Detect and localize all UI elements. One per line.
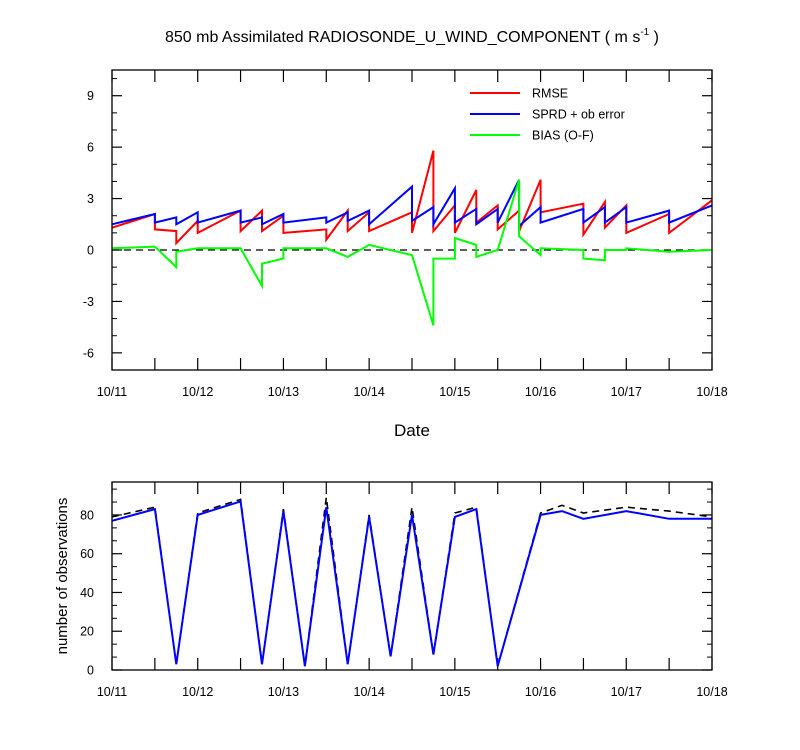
bottom-x-tick-label: 10/16	[525, 685, 556, 699]
top-x-tick-label: 10/16	[525, 385, 556, 399]
top-x-tick-label: 10/13	[268, 385, 299, 399]
top-y-tick-label: 3	[87, 192, 94, 206]
bottom-y-tick-label: 60	[80, 547, 94, 561]
bottom-x-tick-label: 10/12	[182, 685, 213, 699]
bottom-series-group	[111, 497, 713, 667]
top-x-tick-label: 10/18	[696, 385, 727, 399]
top-x-tick-label: 10/15	[439, 385, 470, 399]
top-series-sprd-ob-error	[111, 179, 713, 229]
top-panel: 10/11 10/12 10/13 10/14 10/15 10/16 10/17 10/18…	[83, 69, 728, 440]
legend-label-bias-o-f: BIAS (O-F)	[532, 129, 594, 143]
top-y-tick-label: 9	[87, 89, 94, 103]
bottom-x-tick-label: 10/13	[268, 685, 299, 699]
top-y-tick-label: 6	[87, 141, 94, 155]
top-y-tick-label: -3	[83, 295, 94, 309]
y-axis-title-observations: number of observations	[54, 498, 71, 655]
chart-title-superscript: -1	[640, 27, 649, 38]
top-x-tick-label: 10/17	[611, 385, 642, 399]
bottom-axes: 10/11 10/12 10/13 10/14 10/15 10/16 10/17 10/18…	[80, 482, 728, 699]
legend-label-sprd-ob-error: SPRD + ob error	[532, 108, 625, 122]
bottom-x-tick-label: 10/11	[97, 685, 127, 699]
bottom-plot-frame	[111, 481, 713, 671]
legend: RMSE SPRD + ob error BIAS (O-F)	[470, 87, 625, 143]
bottom-series-dashed	[111, 497, 713, 667]
bottom-x-tick-label: 10/15	[439, 685, 470, 699]
top-y-tick-label: 0	[87, 244, 94, 258]
chart-title: 850 mb Assimilated RADIOSONDE_U_WIND_COM…	[165, 27, 659, 46]
top-x-tick-label: 10/14	[354, 385, 385, 399]
top-series-group	[111, 150, 713, 326]
top-x-tick-label: 10/11	[97, 385, 127, 399]
bottom-x-tick-label: 10/14	[354, 685, 385, 699]
top-axes: 10/11 10/12 10/13 10/14 10/15 10/16 10/17 10/18…	[83, 70, 728, 399]
legend-label-rmse: RMSE	[532, 87, 568, 101]
top-x-tick-label: 10/12	[182, 385, 213, 399]
bottom-x-tick-label: 10/17	[611, 685, 642, 699]
bottom-x-tick-label: 10/18	[696, 685, 727, 699]
bottom-panel: 10/11 10/12 10/13 10/14 10/15 10/16 10/17 10/18…	[54, 481, 728, 699]
top-series-rmse	[111, 150, 713, 246]
bottom-y-tick-label: 0	[87, 664, 94, 678]
chart-title-end: )	[649, 29, 659, 46]
bottom-series-solid	[111, 500, 712, 667]
bottom-y-tick-label: 40	[80, 586, 94, 600]
x-axis-title: Date	[394, 421, 430, 440]
top-y-tick-label: -6	[83, 346, 94, 360]
chart-title-main: 850 mb Assimilated RADIOSONDE_U_WIND_COM…	[165, 29, 640, 46]
top-series-bias-o-f	[111, 179, 713, 326]
bottom-y-tick-label: 80	[80, 508, 94, 522]
bottom-y-tick-label: 20	[80, 625, 94, 639]
top-plot-frame	[111, 69, 713, 371]
